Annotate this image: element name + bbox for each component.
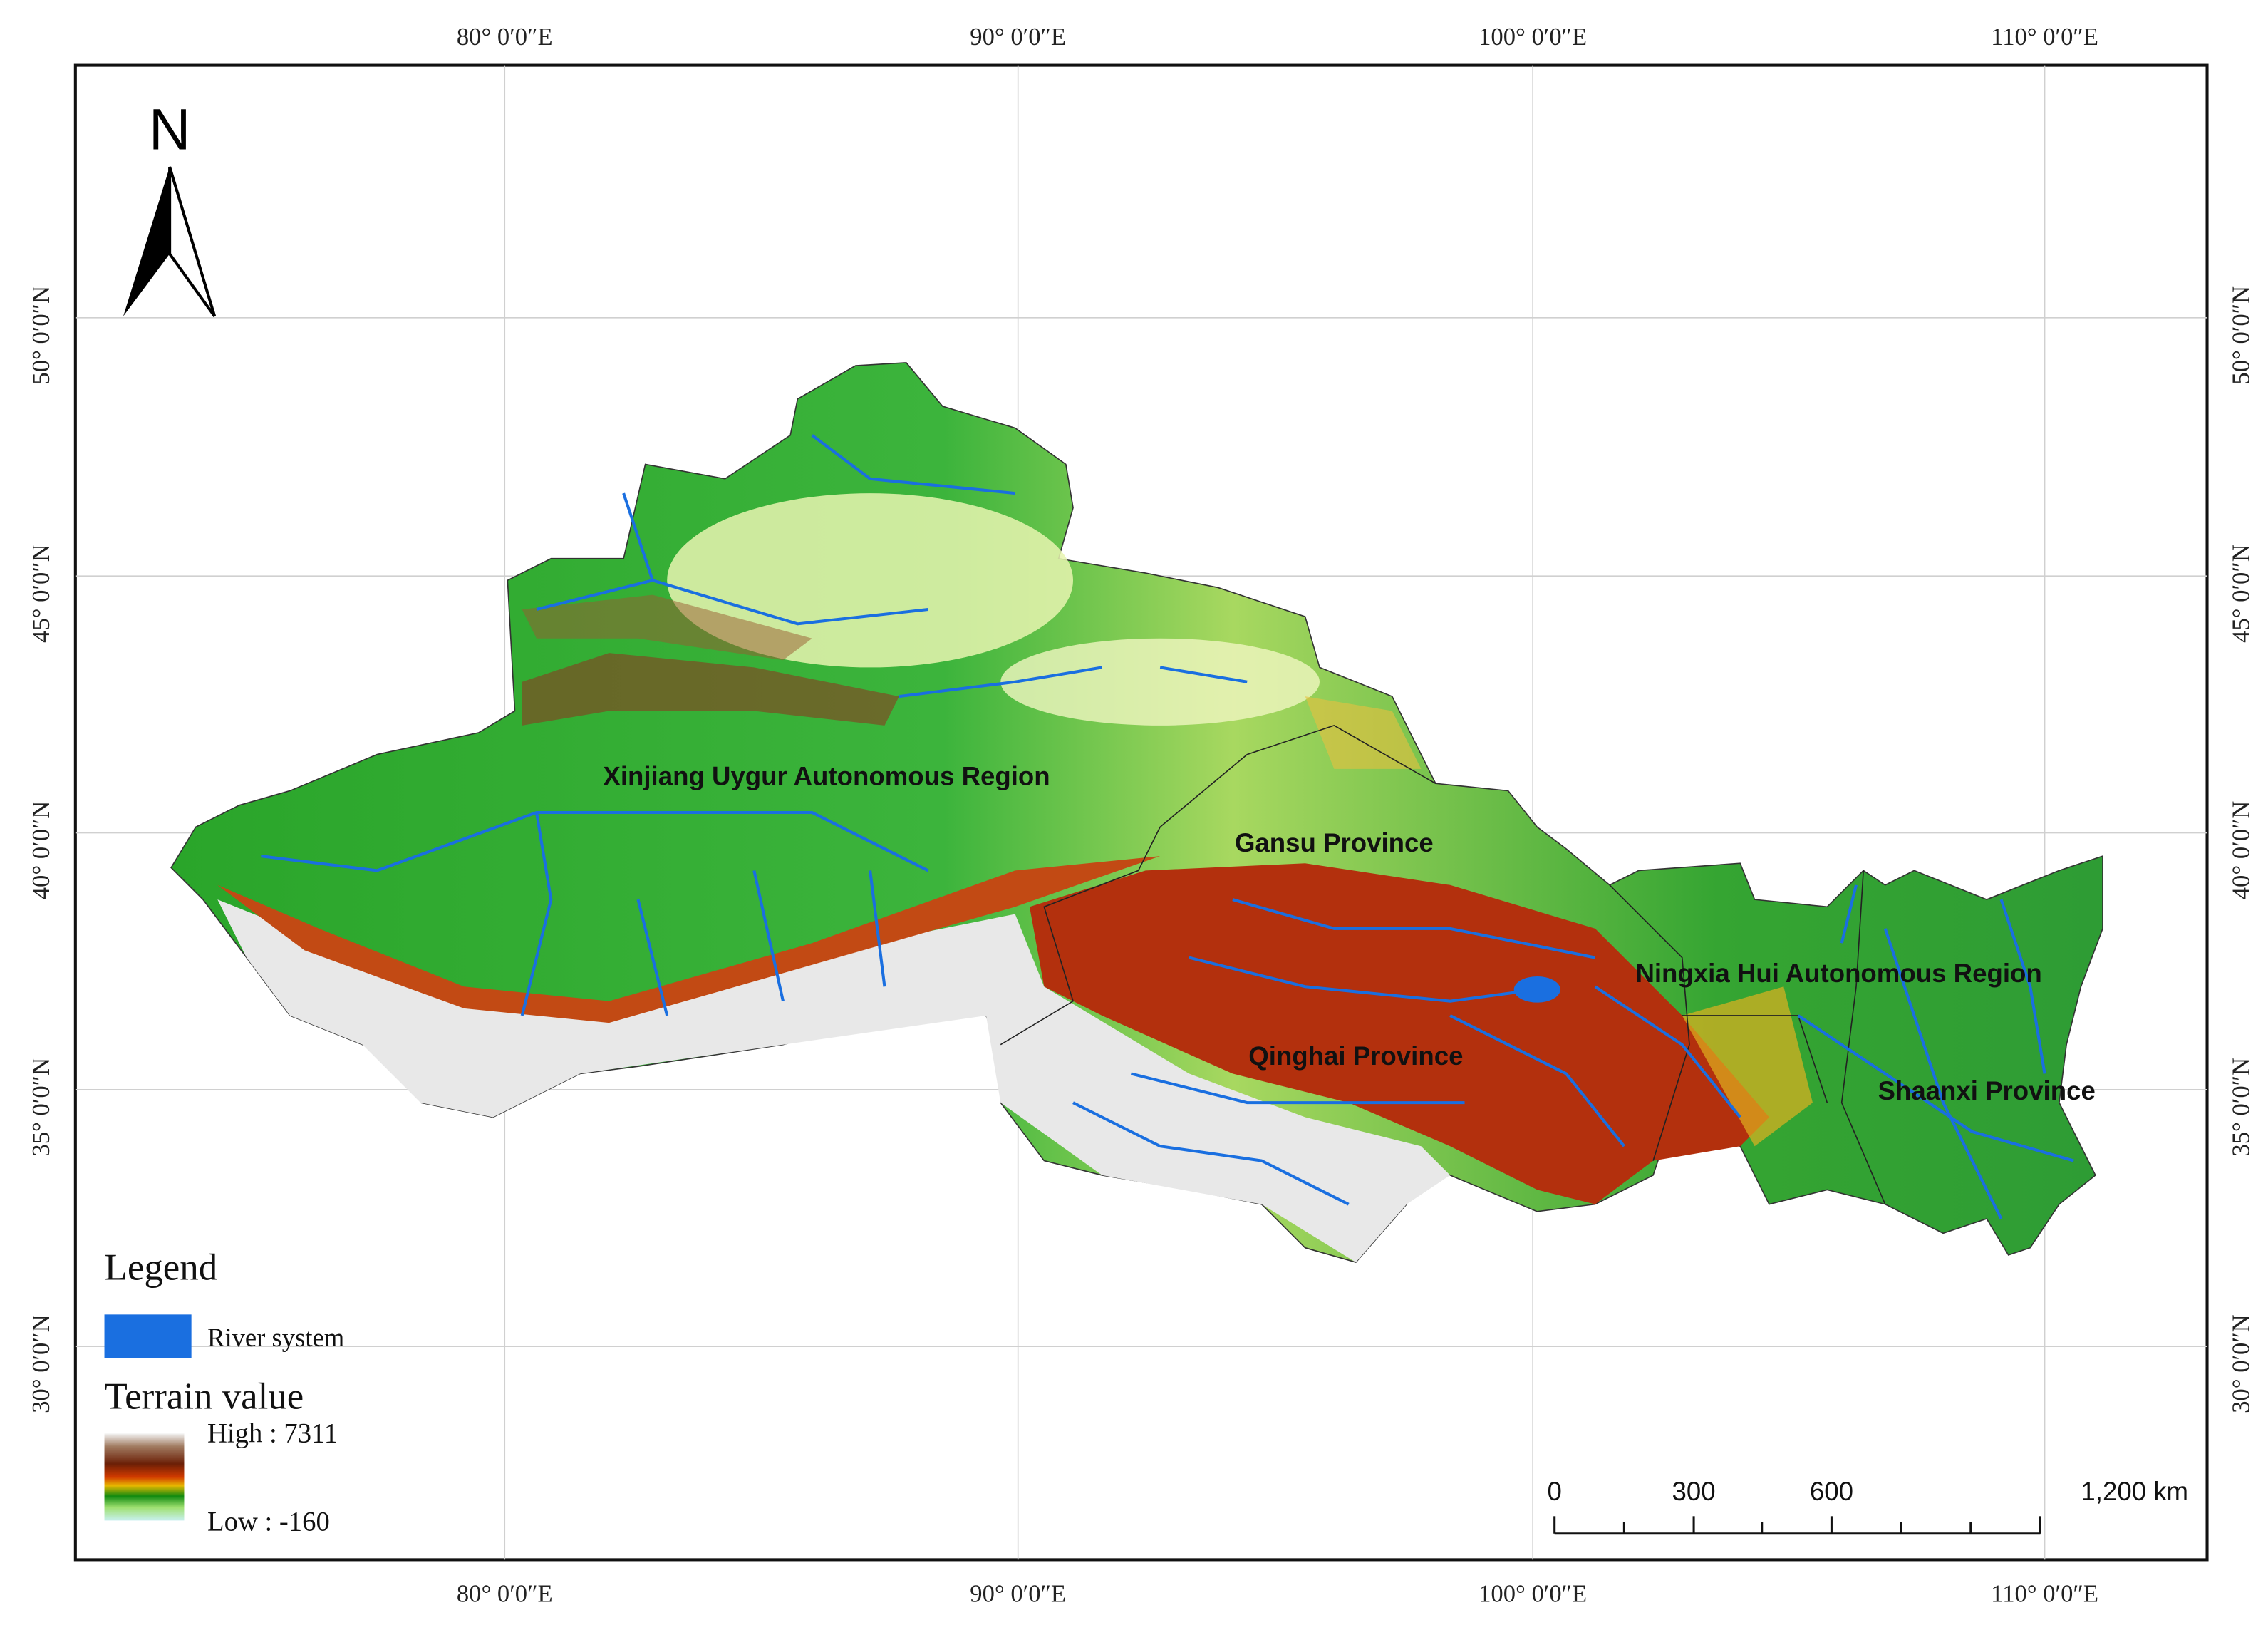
region-label: Gansu Province	[1235, 828, 1434, 857]
legend: Legend River system Terrain value High :…	[104, 1247, 344, 1537]
region-label: Xinjiang Uygur Autonomous Region	[603, 761, 1050, 790]
scale-labels: 0 300 600 1,200 km	[1548, 1477, 2189, 1506]
legend-label: High : 7311	[207, 1418, 338, 1448]
legend-label: River system	[207, 1323, 344, 1352]
scale-label: 600	[1810, 1477, 1853, 1506]
region-label: Ningxia Hui Autonomous Region	[1635, 959, 2041, 988]
rivers	[261, 434, 2074, 1219]
legend-title: Legend	[105, 1247, 218, 1288]
graticule-labels: 80° 0′0″E 80° 0′0″E 90° 0′0″E 90° 0′0″E 100°…	[28, 24, 2254, 1607]
graticule-label: 110° 0′0″E	[1991, 24, 2098, 51]
graticule-label: 110° 0′0″E	[1991, 1580, 2098, 1607]
graticule-label: 90° 0′0″E	[970, 24, 1066, 51]
region-label: Qinghai Province	[1248, 1041, 1463, 1071]
graticule-label: 30° 0′0″N	[2228, 1314, 2255, 1413]
scale-bar	[1553, 1516, 2042, 1535]
legend-title: Terrain value	[105, 1376, 304, 1418]
graticule-label: 45° 0′0″N	[28, 544, 55, 643]
north-label: N	[149, 98, 191, 162]
graticule-label: 80° 0′0″E	[457, 1580, 553, 1607]
graticule-label: 45° 0′0″N	[2228, 544, 2255, 643]
graticule-label: 50° 0′0″N	[2228, 286, 2255, 385]
river-swatch	[104, 1314, 192, 1358]
scale-label: 1,200 km	[2081, 1477, 2188, 1506]
graticule-label: 80° 0′0″E	[457, 24, 553, 51]
graticule-label: 40° 0′0″N	[2228, 801, 2255, 900]
region-label: Shaanxi Province	[1878, 1076, 2096, 1105]
scale-label: 300	[1672, 1477, 1716, 1506]
scale-label: 0	[1548, 1477, 1562, 1506]
region-labels: Xinjiang Uygur Autonomous Region Gansu P…	[603, 761, 2095, 1105]
legend-label: Low : -160	[207, 1507, 330, 1537]
graticule-label: 40° 0′0″N	[28, 801, 55, 900]
graticule-label: 30° 0′0″N	[28, 1314, 55, 1413]
graticule-label: 90° 0′0″E	[970, 1580, 1066, 1607]
province-borders	[1000, 724, 1886, 1204]
graticule-label: 100° 0′0″E	[1479, 1580, 1587, 1607]
graticule-label: 100° 0′0″E	[1479, 24, 1587, 51]
graticule-label: 50° 0′0″N	[28, 286, 55, 385]
terrain-ramp	[104, 1433, 185, 1521]
terrain	[170, 362, 2103, 1263]
graticule-label: 35° 0′0″N	[2228, 1058, 2255, 1157]
graticule-label: 35° 0′0″N	[28, 1058, 55, 1157]
